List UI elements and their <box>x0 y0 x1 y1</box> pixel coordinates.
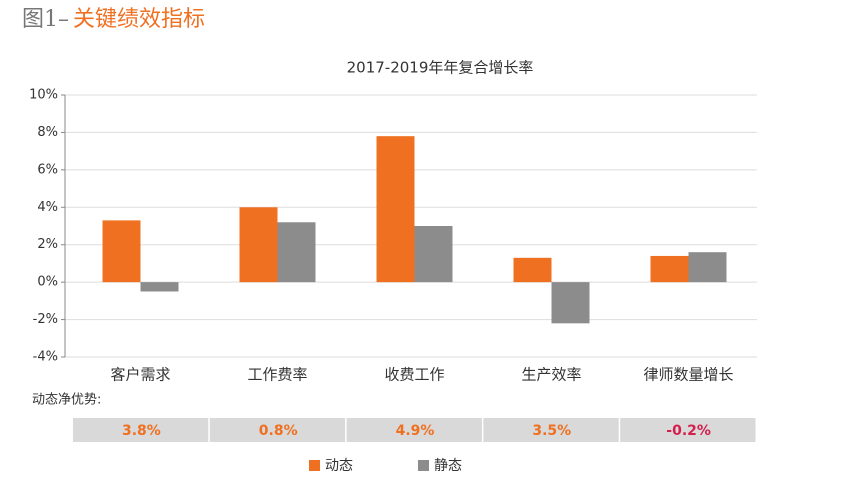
advantage-value: 3.5% <box>532 423 571 439</box>
bar <box>650 255 689 283</box>
figure-heading: 图1– 关键绩效指标 <box>22 7 205 32</box>
x-tick-label: 收费工作 <box>384 366 444 384</box>
x-tick-label: 工作费率 <box>247 366 307 384</box>
advantage-cell <box>209 418 346 442</box>
bar <box>277 222 316 283</box>
bar <box>688 252 727 283</box>
advantage-value: 4.9% <box>396 423 435 439</box>
legend-swatch <box>309 460 320 471</box>
y-tick-label: 10% <box>29 88 58 103</box>
advantage-label: 动态净优势: <box>32 392 101 408</box>
advantage-cell <box>483 418 619 442</box>
x-tick-label: 生产效率 <box>521 366 581 384</box>
y-tick-label: -2% <box>33 312 58 327</box>
y-tick-label: 0% <box>37 275 58 290</box>
figure-title: 关键绩效指标 <box>73 7 205 32</box>
advantage-cell <box>346 418 482 442</box>
y-tick-label: 2% <box>37 237 58 252</box>
bar <box>376 136 415 283</box>
bar <box>551 282 590 324</box>
legend-label: 动态 <box>325 458 353 474</box>
legend-label: 静态 <box>434 458 462 474</box>
x-tick-label: 客户需求 <box>110 366 170 384</box>
advantage-cell <box>620 418 756 442</box>
advantage-cell <box>73 418 209 442</box>
chart-title: 2017-2019年年复合增长率 <box>347 59 534 77</box>
y-tick-label: 6% <box>37 162 58 177</box>
legend-swatch <box>418 460 429 471</box>
figure-label: 图1– <box>22 7 69 32</box>
y-tick-label: 8% <box>37 125 58 140</box>
y-tick-label: 4% <box>37 200 58 215</box>
bar <box>513 257 552 283</box>
bar <box>239 207 278 283</box>
x-tick-label: 律师数量增长 <box>643 366 733 384</box>
bar <box>140 282 179 292</box>
advantage-value: 0.8% <box>259 423 298 439</box>
bar <box>414 226 453 283</box>
y-tick-label: -4% <box>33 350 58 365</box>
advantage-value: 3.8% <box>122 423 161 439</box>
bar <box>102 220 141 283</box>
advantage-value: -0.2% <box>666 423 711 439</box>
